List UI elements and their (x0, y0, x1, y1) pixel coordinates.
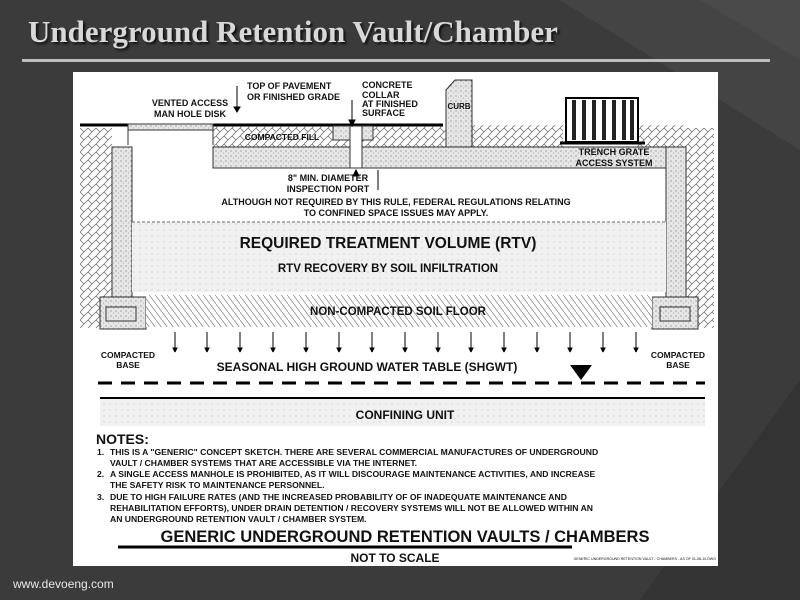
label-compacted-base-right-2: BASE (666, 360, 690, 370)
note-1-cont: VAULT / CHAMBER SYSTEMS THAT ARE ACCESSI… (110, 458, 417, 468)
left-compacted-base (99, 296, 147, 330)
label-compacted-fill: COMPACTED FILL (245, 132, 319, 142)
federal-note-2: TO CONFINED SPACE ISSUES MAY APPLY. (304, 208, 489, 218)
label-soil-floor: NON-COMPACTED SOIL FLOOR (310, 306, 487, 318)
label-compacted-base-left-2: BASE (116, 360, 140, 370)
drawing-title: GENERIC UNDERGROUND RETENTION VAULTS / C… (161, 528, 650, 546)
compacted-fill (213, 125, 563, 147)
note-3: DUE TO HIGH FAILURE RATES (AND THE INCRE… (110, 492, 567, 502)
left-soil (80, 128, 112, 328)
confining-unit (100, 398, 705, 426)
slide-title: Underground Retention Vault/Chamber (28, 14, 558, 49)
label-concrete-collar: CONCRETE (362, 80, 413, 90)
title-divider (22, 59, 770, 62)
label-concrete-collar-2: COLLAR (362, 90, 400, 100)
label-confining-unit: CONFINING UNIT (356, 408, 455, 422)
label-vented-access-2: MAN HOLE DISK (154, 109, 227, 119)
label-curb: CURB (447, 102, 470, 111)
notes-list: 1. THIS IS A "GENERIC" CONCEPT SKETCH. T… (97, 447, 598, 524)
label-top-of-pavement: TOP OF PAVEMENT (247, 81, 332, 91)
note-2-cont: THE SAFETY RISK TO MAINTENANCE PERSONNEL… (110, 480, 325, 490)
right-soil (686, 128, 714, 328)
note-number: 1. (97, 447, 104, 457)
right-wall (665, 146, 687, 298)
label-rtv-recovery: RTV RECOVERY BY SOIL INFILTRATION (278, 263, 498, 275)
manhole-disk (127, 123, 214, 131)
label-concrete-collar-4: SURFACE (362, 108, 405, 118)
curb (445, 79, 473, 148)
file-note: GENERIC UNDERGROUND RETENTION VAULT - CH… (574, 557, 717, 561)
note-1: THIS IS A "GENERIC" CONCEPT SKETCH. THER… (110, 447, 598, 457)
label-top-of-pavement-2: OR FINISHED GRADE (247, 92, 340, 102)
label-trench-grate-2: ACCESS SYSTEM (575, 158, 652, 168)
rtv-zone (132, 222, 666, 292)
label-inspection-port-2: INSPECTION PORT (287, 184, 370, 194)
diagram-panel: VENTED ACCESS MAN HOLE DISK TOP OF PAVEM… (73, 72, 718, 566)
label-vented-access: VENTED ACCESS (152, 98, 228, 108)
label-inspection-port: 8" MIN. DIAMETER (288, 173, 369, 183)
infiltration-arrows (172, 332, 639, 353)
note-3-cont-2: AN UNDERGROUND RETENTION VAULT / CHAMBER… (110, 514, 367, 524)
inspection-port (349, 125, 363, 169)
note-3-cont: REHABILITATION EFFORTS), UNDER DRAIN DET… (110, 503, 593, 513)
label-concrete-collar-3: AT FINISHED (362, 99, 418, 109)
label-shgwt: SEASONAL HIGH GROUND WATER TABLE (SHGWT) (217, 360, 518, 374)
note-2: A SINGLE ACCESS MANHOLE IS PROHIBITED, A… (110, 469, 596, 479)
trench-grate (560, 97, 645, 145)
footer-url: www.devoeng.com (13, 577, 114, 591)
label-trench-grate: TRENCH GRATE (579, 147, 650, 157)
label-rtv: REQUIRED TREATMENT VOLUME (RTV) (240, 235, 537, 252)
label-compacted-base-left: COMPACTED (101, 350, 155, 360)
federal-note: ALTHOUGH NOT REQUIRED BY THIS RULE, FEDE… (221, 197, 570, 207)
left-wall (111, 146, 133, 298)
scale-note: NOT TO SCALE (350, 551, 439, 565)
label-compacted-base-right: COMPACTED (651, 350, 705, 360)
water-table-marker (570, 365, 592, 380)
notes-heading: NOTES: (96, 431, 149, 447)
note-number: 2. (97, 469, 104, 479)
right-compacted-base (651, 296, 699, 330)
soil-floor (146, 295, 652, 327)
vault-diagram: VENTED ACCESS MAN HOLE DISK TOP OF PAVEM… (80, 79, 717, 565)
note-number: 3. (97, 492, 104, 502)
